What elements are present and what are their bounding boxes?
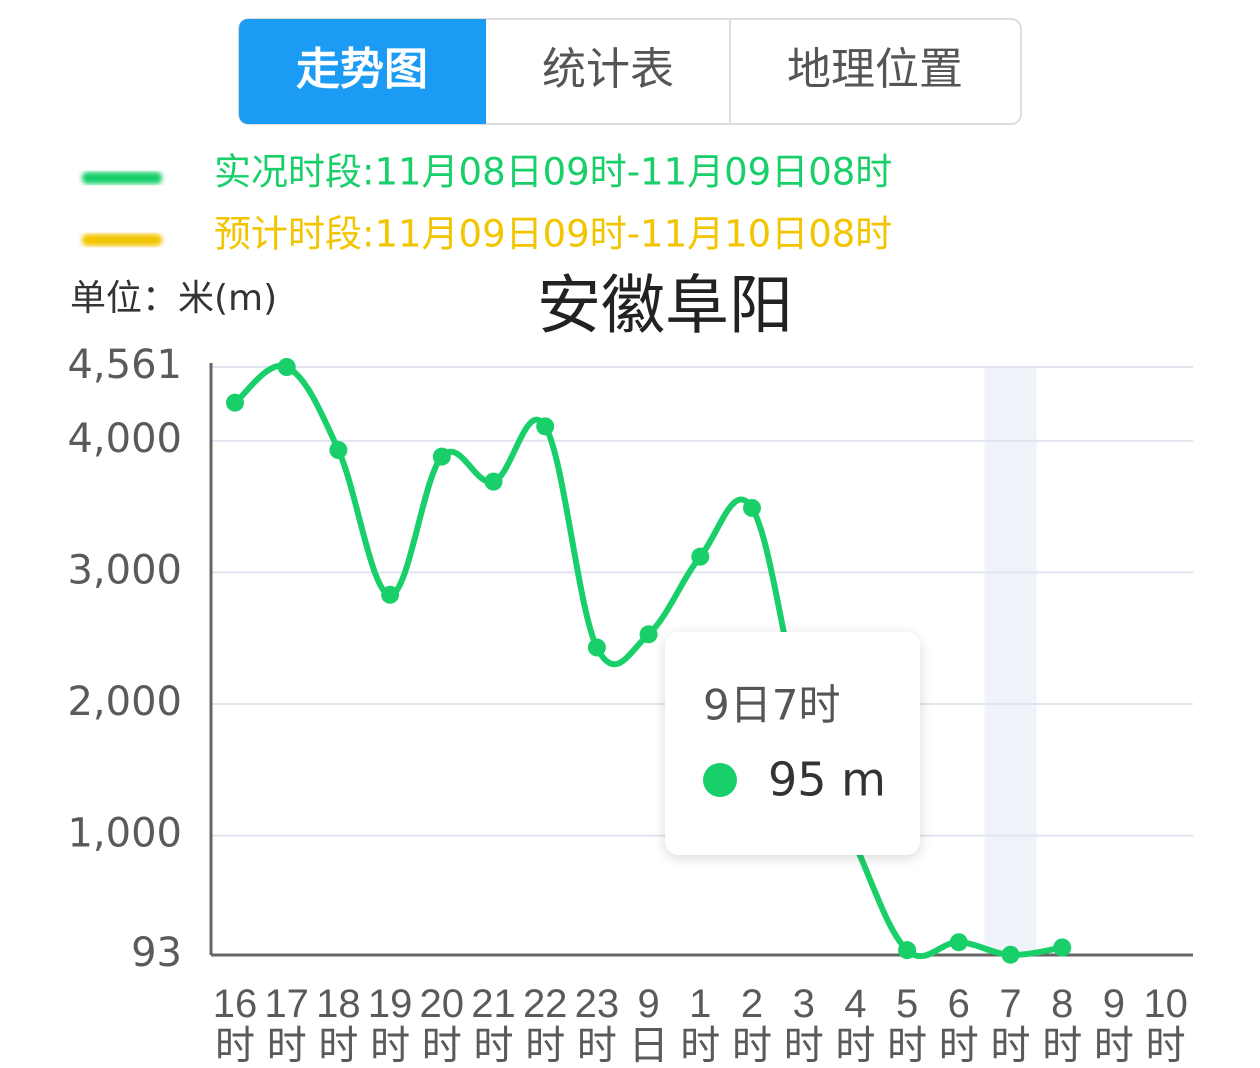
x-tick-label: 23时 [574, 982, 620, 1068]
y-tick-label: 4,000 [67, 416, 182, 462]
series-line [233, 362, 1063, 960]
x-tick-label: 1时 [680, 982, 721, 1068]
legend-label: 实况时段:11月08日09时-11月09日08时 [214, 151, 892, 194]
x-tick-label: 8时 [1042, 982, 1083, 1068]
chart-title: 安徽阜阳 [537, 270, 793, 344]
data-point [432, 447, 451, 466]
data-point [1001, 945, 1020, 964]
x-tick-label: 16时 [212, 982, 258, 1068]
data-point [1053, 938, 1072, 957]
tab[interactable]: 走势图 [296, 44, 428, 95]
y-tick-label: 2,000 [67, 679, 182, 725]
data-point [226, 393, 244, 412]
data-point [898, 941, 917, 960]
data-point [536, 417, 555, 436]
y-tick-label: 3,000 [67, 547, 182, 593]
page: 走势图 统计表 地理位置 单位：米(m) 安徽阜阳 实况时段:11月08日09时… [67, 18, 1193, 1067]
highlight-band [984, 367, 1037, 955]
data-point [277, 358, 296, 376]
legend-swatch [82, 172, 162, 184]
tooltip-title: 9日7时 [703, 681, 840, 730]
y-axis-label: 单位：米(m) [70, 278, 277, 319]
data-point [587, 638, 606, 657]
data-point [329, 441, 348, 460]
legend-swatch [82, 234, 162, 246]
x-tick-label: 9日 [628, 982, 669, 1068]
tab[interactable]: 统计表 [542, 44, 674, 95]
x-tick-label: 6时 [938, 982, 979, 1068]
x-tick-label: 4时 [835, 982, 876, 1068]
x-tick-label: 17时 [264, 982, 309, 1068]
tooltip-box [665, 632, 920, 855]
y-tick-label: 93 [131, 930, 182, 976]
x-tick-label: 22时 [522, 982, 568, 1068]
x-tick-label: 2时 [732, 982, 772, 1068]
y-tick-label: 4,561 [67, 342, 182, 388]
data-point [743, 498, 761, 517]
x-tick-label: 18时 [316, 982, 361, 1068]
tooltip-dot [703, 763, 737, 797]
data-point [949, 933, 968, 952]
tooltip: 9日7时 95 m [665, 632, 920, 855]
x-tick-label: 10时 [1143, 982, 1188, 1068]
x-tick-label: 19时 [367, 982, 413, 1068]
data-point [484, 472, 503, 491]
data-point [691, 547, 710, 566]
y-tick-label: 1,000 [67, 811, 182, 857]
data-point [639, 625, 658, 644]
x-tick-label: 7时 [990, 982, 1031, 1068]
x-tick-label: 20时 [419, 982, 465, 1068]
x-tick-label: 9时 [1093, 982, 1134, 1068]
chart: 走势图 统计表 地理位置 单位：米(m) 安徽阜阳 实况时段:11月08日09时… [67, 18, 1193, 976]
tab[interactable]: 地理位置 [787, 44, 963, 95]
x-tick-label: 3时 [783, 982, 824, 1068]
data-point [381, 585, 400, 604]
x-tick-label: 21时 [471, 982, 516, 1068]
legend-label: 预计时段:11月09日09时-11月10日08时 [214, 213, 892, 256]
x-tick-label: 5时 [887, 982, 928, 1068]
tooltip-value: 95 m [768, 753, 886, 807]
tab-active-bg [239, 19, 486, 124]
